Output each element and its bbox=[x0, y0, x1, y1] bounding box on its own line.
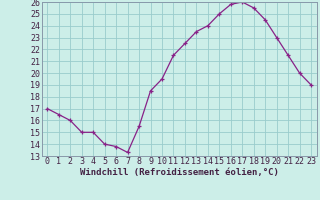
X-axis label: Windchill (Refroidissement éolien,°C): Windchill (Refroidissement éolien,°C) bbox=[80, 168, 279, 177]
